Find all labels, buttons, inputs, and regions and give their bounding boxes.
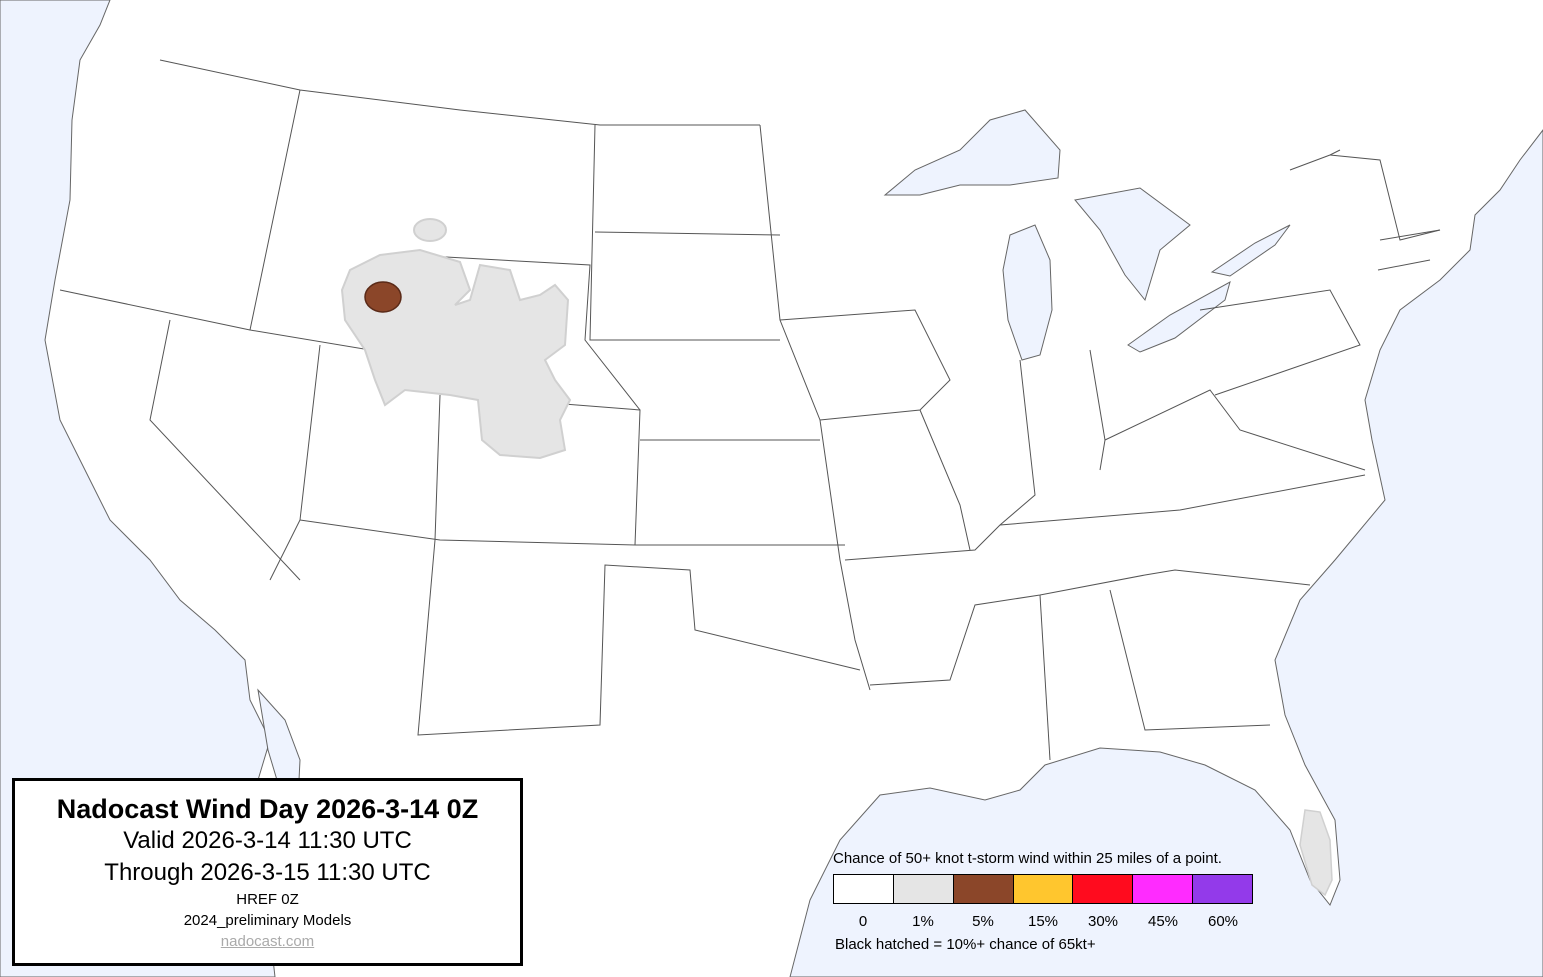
forecast-area-5pct-idaho xyxy=(364,281,402,313)
forecast-area-1pct-montana xyxy=(413,218,447,242)
legend-title: Chance of 50+ knot t-storm wind within 2… xyxy=(833,850,1222,867)
valid-time: Valid 2026-3-14 11:30 UTC xyxy=(123,827,412,854)
forecast-area-1pct-florida xyxy=(1299,809,1333,897)
legend-label: 15% xyxy=(1027,913,1059,930)
lake-erie xyxy=(1127,280,1231,353)
map-title: Nadocast Wind Day 2026-3-14 0Z xyxy=(56,794,479,824)
legend-note: Black hatched = 10%+ chance of 65kt+ xyxy=(835,936,1096,953)
nadocast-link[interactable]: nadocast.com xyxy=(220,933,315,950)
legend-swatch-15 xyxy=(1013,875,1074,903)
legend-swatch-1 xyxy=(893,875,954,903)
legend: Chance of 50+ knot t-storm wind within 2… xyxy=(833,850,1253,953)
legend-labels: 0 1% 5% 15% 30% 45% 60% xyxy=(833,913,1253,930)
legend-label: 30% xyxy=(1087,913,1119,930)
legend-label: 60% xyxy=(1207,913,1239,930)
lake-ontario xyxy=(1210,224,1291,277)
lake-huron xyxy=(1074,187,1191,302)
legend-swatch-0 xyxy=(834,875,894,903)
legend-label: 0 xyxy=(858,913,868,930)
title-box: Nadocast Wind Day 2026-3-14 0Z Valid 202… xyxy=(12,778,523,966)
legend-swatch-45 xyxy=(1133,875,1194,903)
legend-label: 5% xyxy=(972,913,994,930)
lake-superior xyxy=(883,109,1061,196)
through-time: Through 2026-3-15 11:30 UTC xyxy=(104,859,431,886)
legend-label: 1% xyxy=(912,913,934,930)
model-run: HREF 0Z xyxy=(236,891,299,908)
gulf-of-mexico-atlantic xyxy=(789,129,1543,977)
legend-label: 45% xyxy=(1147,913,1179,930)
legend-swatch-30 xyxy=(1073,875,1134,903)
legend-swatch-60 xyxy=(1193,875,1253,903)
legend-swatch-5 xyxy=(953,875,1014,903)
lake-michigan xyxy=(1002,224,1053,361)
legend-colorbar xyxy=(833,874,1253,904)
models-version: 2024_preliminary Models xyxy=(183,912,352,929)
